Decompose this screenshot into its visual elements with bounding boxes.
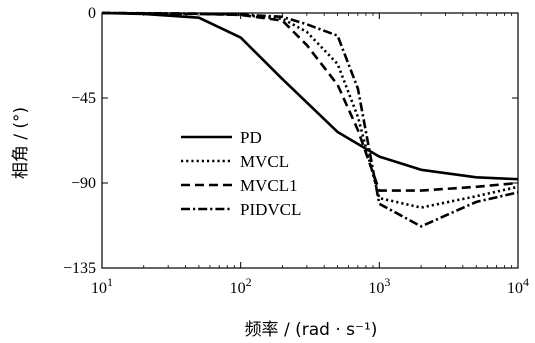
legend-label-pd: PD <box>240 128 262 147</box>
plot-area <box>101 12 519 269</box>
plot-frame <box>101 12 519 269</box>
legend-label-pidvcl: PIDVCL <box>240 200 301 219</box>
x-tick-label: 102 <box>230 275 252 297</box>
series-pidvcl-line <box>101 11 519 228</box>
legend: PD MVCL MVCL1 PIDVCL <box>181 128 301 219</box>
legend-label-mvcl: MVCL <box>240 152 289 171</box>
x-tick-label: 101 <box>91 275 113 297</box>
x-tick-label: 104 <box>507 275 529 297</box>
x-axis-label: 频率 / (rad · s⁻¹) <box>245 320 378 340</box>
y-axis-label: 相角 / (°) <box>11 107 31 179</box>
legend-label-mvcl1: MVCL1 <box>240 176 298 195</box>
y-tick-label: −45 <box>71 90 96 107</box>
series-mvcl1-line <box>101 11 519 192</box>
series-mvcl-line <box>101 11 519 209</box>
y-tick-label: 0 <box>88 5 96 22</box>
axis-ticks: 101 102 103 104 0 −45 −90 −135 <box>63 5 529 297</box>
y-tick-label: −90 <box>71 175 96 192</box>
x-tick-label: 103 <box>368 275 390 297</box>
series-layer <box>101 11 519 228</box>
series-pd-line <box>101 11 519 181</box>
y-tick-label: −135 <box>63 260 96 277</box>
